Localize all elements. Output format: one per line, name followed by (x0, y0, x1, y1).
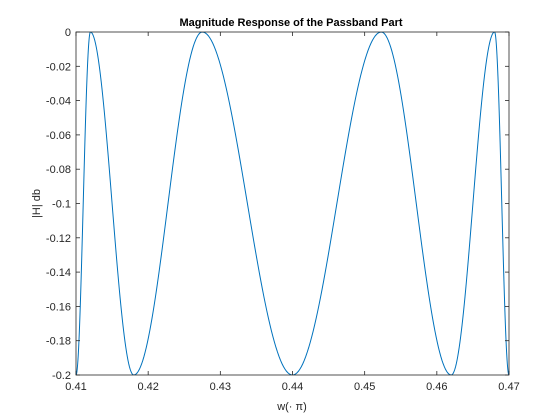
series-layer (76, 32, 509, 375)
x-tick-label: 0.42 (137, 381, 158, 393)
chart-title: Magnitude Response of the Passband Part (179, 17, 402, 29)
y-tick-label: -0.1 (52, 199, 71, 211)
x-tick-label: 0.43 (210, 381, 231, 393)
y-tick-label: -0.12 (46, 233, 71, 245)
y-axis-label: |H| db (31, 189, 43, 218)
y-tick-label: -0.16 (46, 301, 71, 313)
y-tick-label: -0.02 (46, 61, 71, 73)
y-tick-label: -0.06 (46, 130, 71, 142)
y-axis-ticks: 0 -0.02 -0.04 -0.06 -0.08 -0.1 -0.12 -0.14 -0.16… (46, 27, 509, 382)
y-tick-label: -0.18 (46, 336, 71, 348)
x-axis-label: w(· π) (276, 401, 307, 413)
x-tick-label: 0.47 (498, 381, 519, 393)
x-tick-label: 0.44 (282, 381, 303, 393)
series-line (76, 32, 509, 375)
y-tick-label: 0 (65, 27, 71, 39)
plot-area: 0.41 0.42 0.43 0.44 0.45 0.46 0.47 0 -0.02 -0.04… (46, 27, 520, 393)
y-tick-label: -0.14 (46, 267, 71, 279)
axes-background (76, 32, 509, 375)
x-tick-label: 0.46 (426, 381, 447, 393)
y-tick-label: -0.2 (52, 370, 71, 382)
x-axis-ticks: 0.41 0.42 0.43 0.44 0.45 0.46 0.47 (65, 32, 520, 393)
x-tick-label: 0.41 (65, 381, 86, 393)
y-tick-label: -0.08 (46, 164, 71, 176)
y-tick-label: -0.04 (46, 96, 71, 108)
x-tick-label: 0.45 (354, 381, 375, 393)
